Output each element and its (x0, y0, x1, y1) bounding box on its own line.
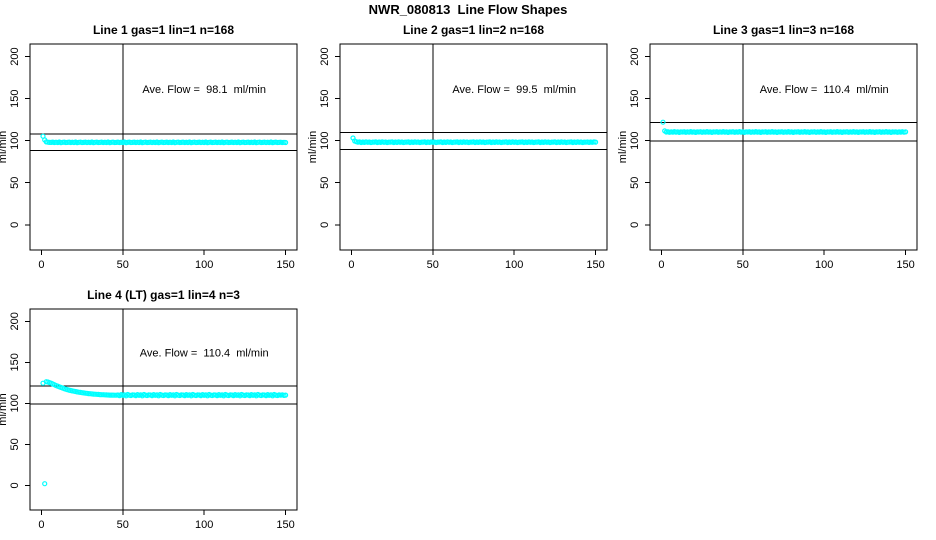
data-points (350, 135, 599, 146)
x-tick-label: 150 (896, 259, 914, 271)
y-tick-label: 0 (9, 482, 21, 488)
x-tick-label: 150 (586, 259, 604, 271)
y-tick-label: 150 (9, 353, 21, 371)
data-point (467, 139, 473, 145)
panel-title: Line 2 gas=1 lin=2 n=168 (403, 23, 544, 37)
x-tick-label: 100 (505, 259, 523, 271)
y-tick-label: 150 (9, 90, 21, 108)
plot-box (29, 308, 298, 511)
panel-line2-plot: Line 2 gas=1 lin=2 n=168 Ave. Flow = 99.5… (307, 23, 608, 271)
panel-title: Line 3 gas=1 lin=3 n=168 (713, 23, 854, 37)
x-tick-label: 50 (427, 259, 439, 271)
plot-box (339, 43, 608, 251)
y-tick-label: 200 (9, 47, 21, 65)
x-tick-label: 100 (195, 519, 213, 531)
y-tick-label: 0 (9, 222, 21, 228)
y-tick-label: 50 (629, 177, 641, 189)
ave-flow-label: Ave. Flow = 110.4 ml/min (760, 84, 889, 96)
ave-flow-label: Ave. Flow = 110.4 ml/min (140, 348, 269, 360)
panel-line1-plot: Line 1 gas=1 lin=1 n=168 Ave. Flow = 98.1… (0, 23, 298, 271)
data-point (565, 139, 571, 145)
y-tick-label: 0 (319, 222, 331, 228)
data-point (593, 139, 599, 145)
data-point (283, 392, 289, 398)
y-tick-label: 50 (319, 177, 331, 189)
y-tick-label: 50 (9, 438, 21, 450)
data-point (386, 139, 392, 145)
y-tick-label: 200 (629, 47, 641, 65)
x-tick-label: 50 (737, 259, 749, 271)
y-axis-label: ml/min (0, 393, 9, 425)
ave-flow-label: Ave. Flow = 99.5 ml/min (452, 84, 576, 96)
y-tick-label: 100 (319, 132, 331, 150)
y-tick-label: 50 (9, 177, 21, 189)
panel-line4-plot: Line 4 (LT) gas=1 lin=4 n=3 Ave. Flow = 1… (0, 288, 298, 531)
panel-line3-plot: Line 3 gas=1 lin=3 n=168 Ave. Flow = 110.… (617, 23, 918, 271)
x-tick-label: 0 (38, 259, 44, 271)
data-points (660, 119, 909, 136)
x-tick-label: 100 (195, 259, 213, 271)
y-tick-label: 100 (629, 132, 641, 150)
data-point (903, 129, 909, 135)
data-point (549, 139, 555, 145)
data-point (46, 139, 53, 146)
y-tick-label: 200 (9, 312, 21, 330)
ave-flow-label: Ave. Flow = 98.1 ml/min (142, 84, 266, 96)
data-point (283, 139, 289, 146)
x-tick-label: 50 (117, 259, 129, 271)
x-tick-label: 100 (815, 259, 833, 271)
panel-title: Line 4 (LT) gas=1 lin=4 n=3 (87, 288, 240, 302)
figure-title: NWR_080813 Line Flow Shapes (368, 2, 568, 17)
plot-box (649, 43, 918, 251)
panel-title: Line 1 gas=1 lin=1 n=168 (93, 23, 234, 37)
y-axis-label: ml/min (307, 131, 319, 163)
plot-box (29, 43, 298, 251)
x-tick-label: 0 (38, 519, 44, 531)
data-point (98, 392, 105, 398)
y-tick-label: 150 (629, 90, 641, 108)
data-points (40, 133, 289, 146)
y-tick-label: 100 (9, 394, 21, 412)
data-point (660, 119, 666, 125)
data-point (483, 139, 490, 145)
data-points (40, 379, 289, 487)
x-tick-label: 0 (658, 259, 664, 271)
y-axis-label: ml/min (0, 131, 9, 163)
y-tick-label: 200 (319, 47, 331, 65)
y-tick-label: 150 (319, 90, 331, 108)
x-tick-label: 150 (276, 259, 294, 271)
data-point (42, 481, 48, 487)
x-tick-label: 0 (348, 259, 354, 271)
y-axis-label: ml/min (617, 131, 629, 163)
x-tick-label: 50 (117, 519, 129, 531)
y-tick-label: 0 (629, 222, 641, 228)
y-tick-label: 100 (9, 132, 21, 150)
x-tick-label: 150 (276, 519, 294, 531)
data-point (402, 139, 408, 145)
